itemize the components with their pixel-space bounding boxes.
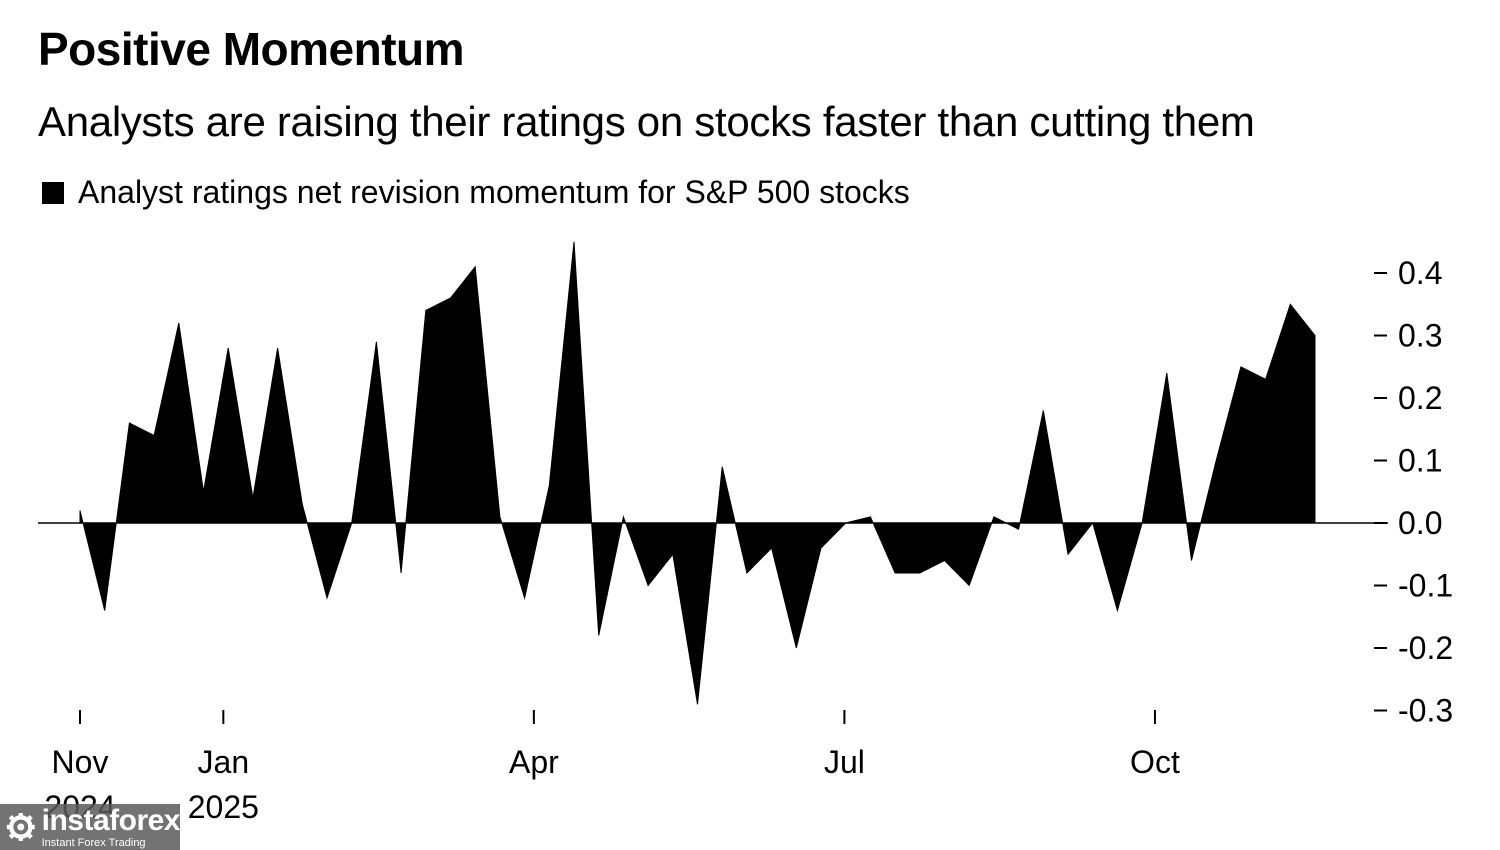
y-tick-label: 0.0 [1398, 505, 1442, 541]
x-tick-label: Jan [198, 744, 250, 780]
x-tick-label: Nov [52, 744, 109, 780]
watermark-brand: instaforex [41, 803, 181, 837]
legend-swatch [42, 181, 64, 204]
x-tick-year-label: 2025 [188, 789, 259, 825]
legend: Analyst ratings net revision momentum fo… [42, 174, 910, 211]
y-tick-label: -0.3 [1398, 693, 1453, 729]
x-tick-label: Apr [509, 744, 559, 780]
watermark-tagline: Instant Forex Trading [41, 836, 146, 849]
y-tick-label: -0.1 [1398, 568, 1453, 604]
y-tick-label: 0.1 [1398, 443, 1442, 479]
x-tick-label: Oct [1130, 744, 1180, 780]
y-tick-label: 0.3 [1398, 318, 1442, 354]
legend-label: Analyst ratings net revision momentum fo… [78, 174, 910, 210]
x-tick-label: Jul [824, 744, 865, 780]
gear-logo-icon [6, 813, 35, 841]
y-tick-label: 0.4 [1398, 255, 1442, 291]
y-tick-label: -0.2 [1398, 630, 1453, 666]
series-area [79, 241, 1316, 705]
chart-subtitle: Analysts are raising their ratings on st… [38, 98, 1255, 145]
y-tick-label: 0.2 [1398, 380, 1442, 416]
watermark: instaforex Instant Forex Trading [0, 803, 181, 850]
chart-title: Positive Momentum [38, 23, 465, 75]
